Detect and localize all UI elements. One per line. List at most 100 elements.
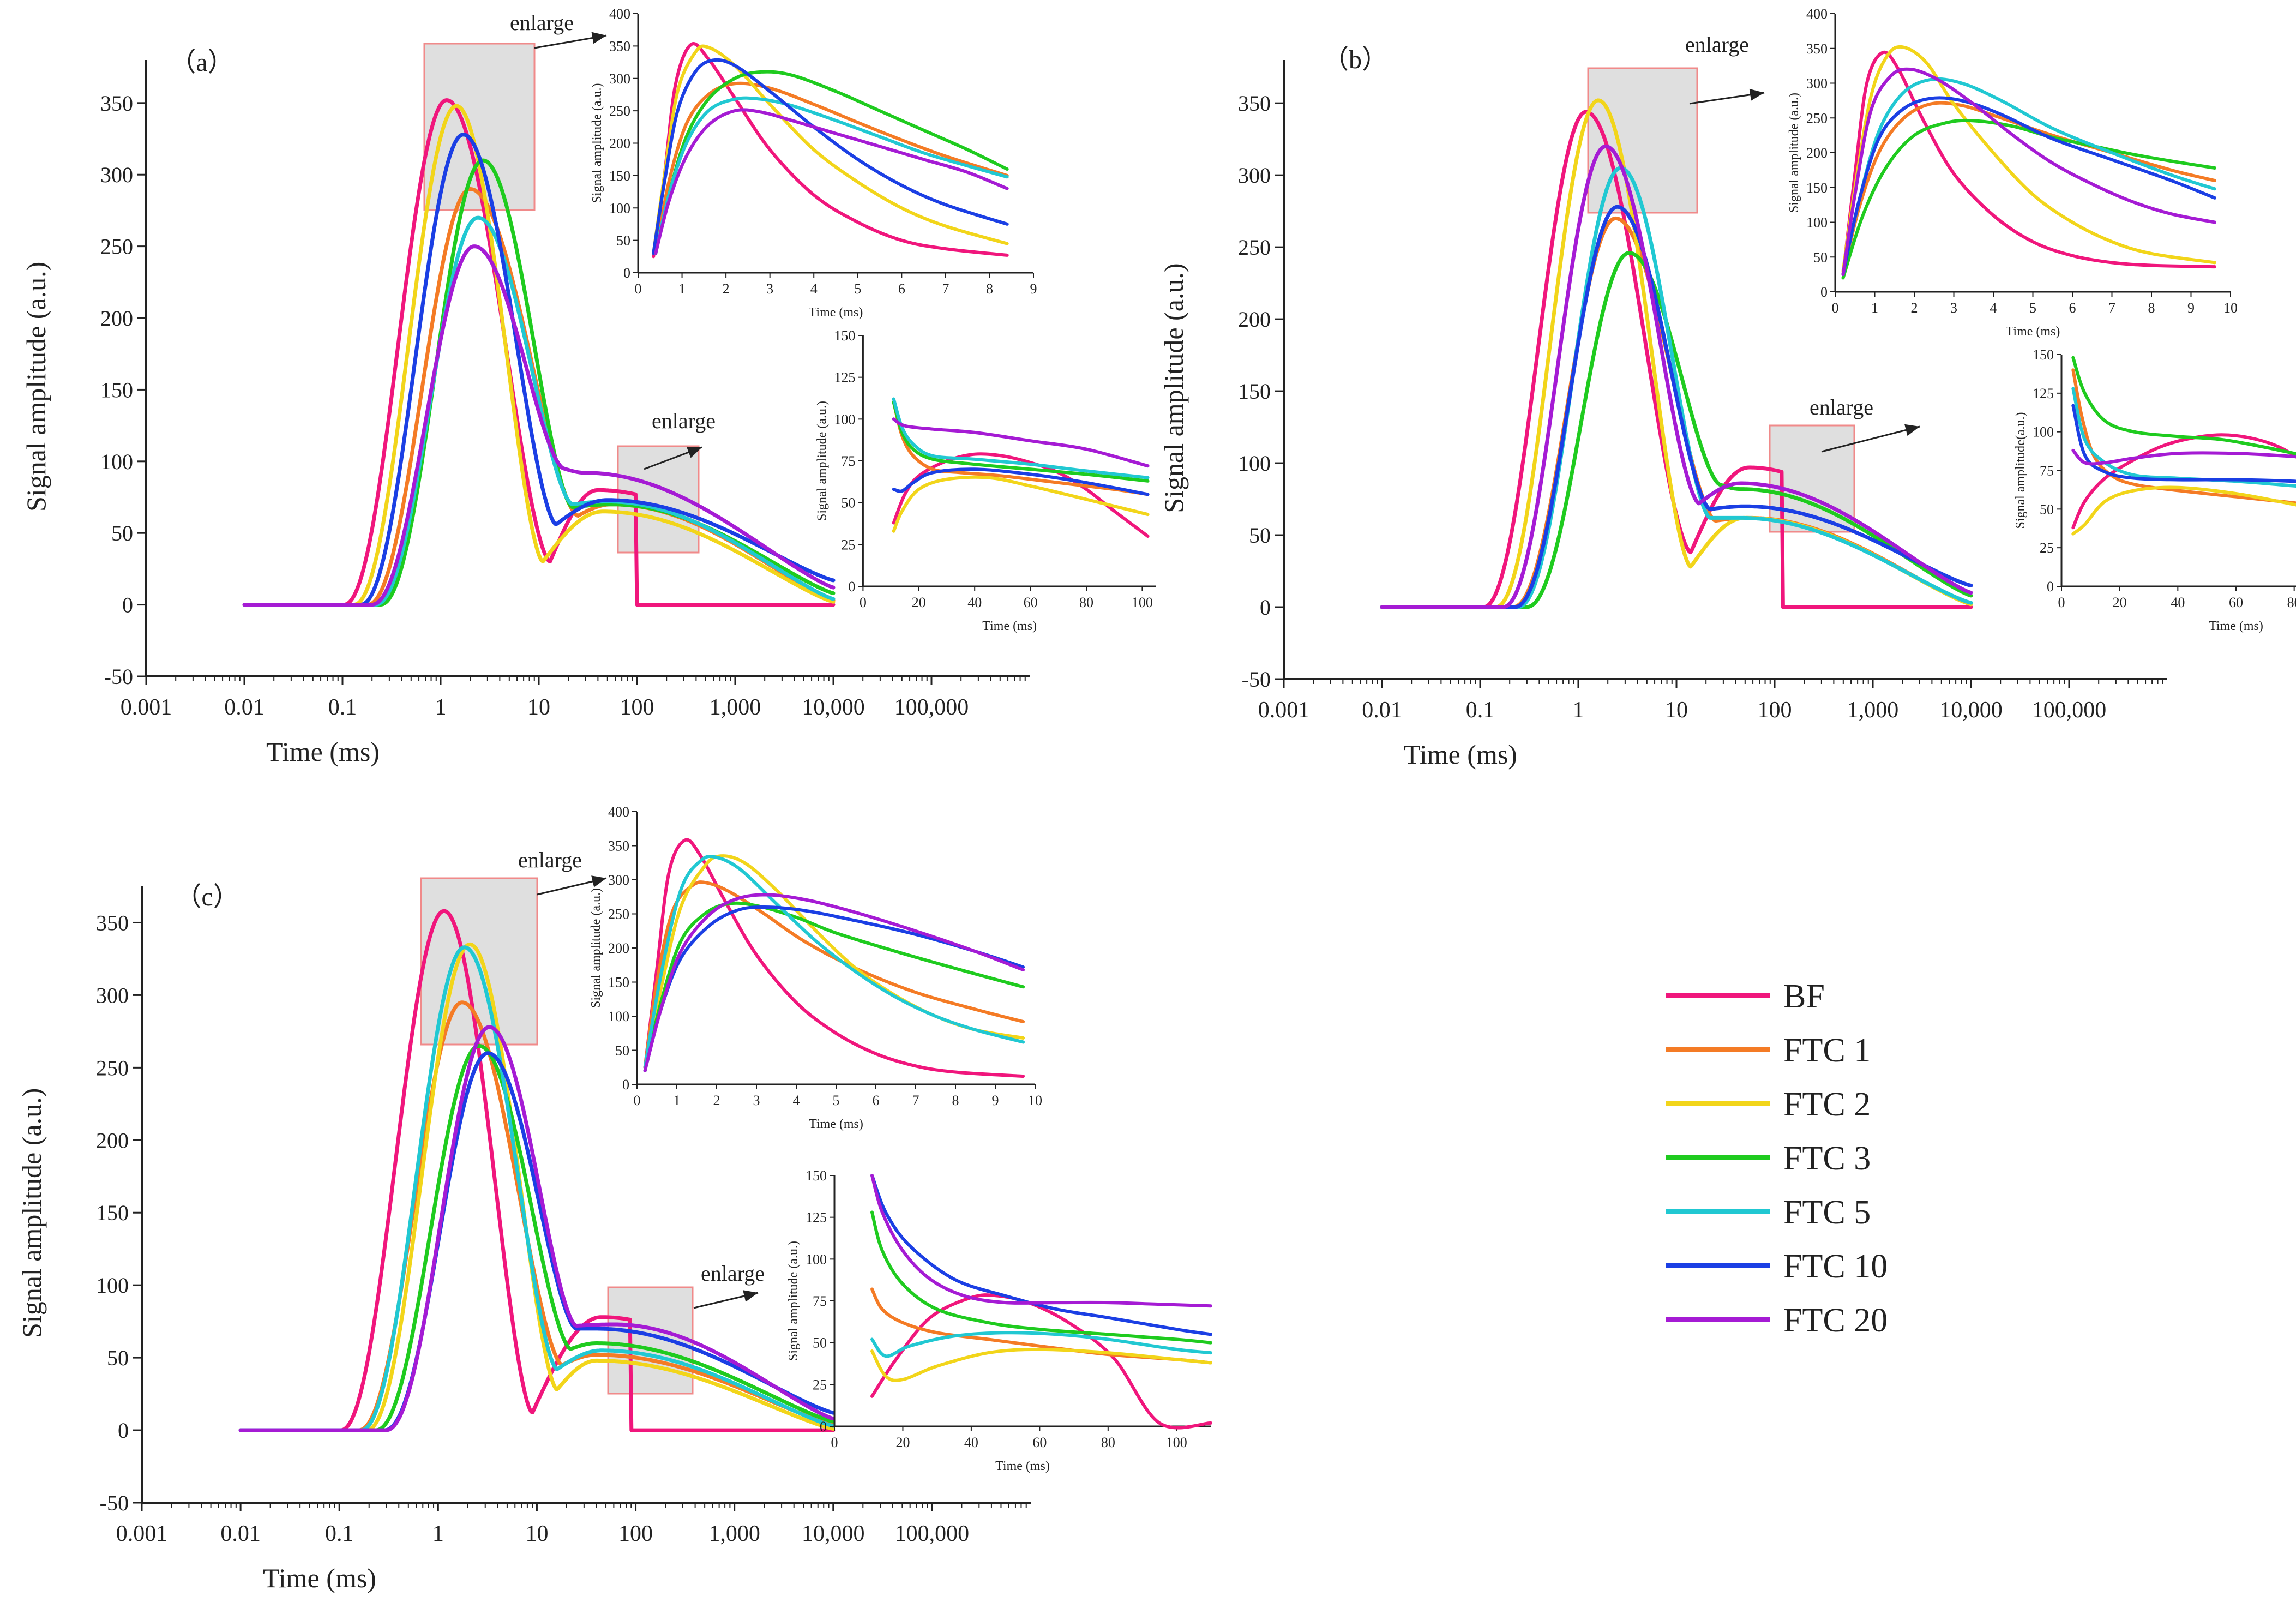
inset-y-tick-label: 300 (609, 71, 630, 87)
y-tick-label: 0 (122, 593, 133, 617)
y-tick-label: 250 (100, 235, 133, 259)
inset-y-tick-label: 0 (820, 1419, 827, 1435)
inset-x-tick-label: 9 (2187, 300, 2195, 316)
inset-y-tick-label: 400 (608, 804, 629, 820)
inset-bg (2061, 355, 2296, 586)
y-axis-label: Signal amplitude (a.u.) (16, 1088, 47, 1338)
inset-series-line-ftc-10 (892, 467, 1150, 496)
enlarge-label: enlarge (701, 1261, 765, 1286)
enlarge-arrowhead (686, 446, 702, 458)
inset-x-tick-label: 2 (723, 281, 730, 297)
legend-label: FTC 1 (1783, 1032, 1871, 1069)
inset-x-tick-label: 40 (2171, 595, 2185, 610)
x-tick-label: 0.001 (116, 1521, 168, 1546)
inset-x-tick-label: 0 (1832, 300, 1839, 316)
inset-y-tick-label: 300 (608, 872, 629, 888)
inset-y-tick-label: 350 (608, 838, 629, 854)
x-tick-label: 0.01 (220, 1521, 261, 1546)
inset-y-tick-label: 200 (609, 136, 630, 152)
zoom-box-tail (607, 1286, 694, 1395)
inset-x-tick-label: 80 (1101, 1435, 1115, 1450)
inset-x-tick-label: 10 (2223, 300, 2238, 316)
x-tick-label: 1 (432, 1521, 444, 1546)
x-tick-label: 1,000 (710, 695, 761, 720)
enlarge-label: enlarge (518, 848, 582, 872)
inset-y-tick-label: 250 (1806, 110, 1828, 126)
inset-x-tick-label: 5 (854, 281, 861, 297)
y-tick-label: 250 (96, 1055, 129, 1080)
x-tick-label: 0.1 (1466, 698, 1495, 723)
legend-item-ftc-2: FTC 2 (1666, 1086, 1871, 1123)
inset-x-tick-label: 60 (1024, 595, 1038, 610)
inset-series-line-ftc-10 (1841, 96, 2216, 277)
inset-y-tick-label: 50 (616, 233, 630, 249)
inset-y-tick-label: 125 (2033, 386, 2054, 401)
inset-x-tick-label: 2 (713, 1093, 720, 1108)
inset-y-tick-label: 150 (608, 975, 629, 991)
inset-y-tick-label: 150 (806, 1168, 827, 1184)
inset-x-tick-label: 20 (2113, 595, 2127, 610)
enlarge-arrowhead (1749, 88, 1764, 101)
x-tick-label: 0.001 (121, 695, 172, 720)
panel-label: （c） (175, 883, 239, 911)
inset-y-tick-label: 150 (1806, 180, 1828, 196)
y-tick-label: 150 (100, 377, 133, 402)
inset-x-tick-label: 8 (2148, 300, 2155, 316)
x-tick-label: 10 (1665, 698, 1688, 723)
inset-x-tick-label: 5 (2029, 300, 2036, 316)
inset-peak: 0 50 100 150 200 250 300 350 400 0 1 2 3 4 5 6 7 8 9 10 Time… (589, 804, 1042, 1131)
inset-x-axis-label: Time (ms) (982, 619, 1037, 633)
inset-peak: 0 50 100 150 200 250 300 350 400 0 1 2 3 4 5 6 7 8 9 10 Time… (1787, 6, 2238, 339)
x-axis-label: Time (ms) (266, 736, 380, 767)
inset-x-tick-label: 4 (810, 281, 818, 297)
legend-label: FTC 3 (1783, 1140, 1871, 1177)
x-tick-label: 0.01 (224, 695, 265, 720)
inset-x-tick-label: 6 (873, 1093, 880, 1108)
inset-y-tick-label: 75 (841, 453, 855, 469)
inset-x-tick-label: 1 (674, 1093, 681, 1108)
inset-x-tick-label: 80 (2287, 595, 2296, 610)
legend-label: FTC 5 (1783, 1194, 1871, 1231)
inset-peak: 0 50 100 150 200 250 300 350 400 0 1 2 3 4 5 6 7 8 9 Time (… (590, 6, 1037, 320)
enlarge-arrow (1821, 425, 1920, 453)
inset-y-tick-label: 350 (609, 38, 630, 54)
inset-x-tick-label: 5 (833, 1093, 840, 1108)
inset-y-tick-label: 0 (622, 1077, 629, 1093)
inset-y-tick-label: 0 (1820, 284, 1828, 300)
enlarge-arrowhead (1904, 424, 1920, 436)
legend-label: FTC 10 (1783, 1248, 1888, 1285)
y-tick-label: 200 (1238, 307, 1271, 332)
inset-y-tick-label: 100 (1806, 215, 1828, 231)
inset-series-line-ftc-2 (1841, 45, 2216, 273)
x-tick-label: 100 (1758, 698, 1792, 723)
inset-series-line-ftc-2 (2071, 485, 2296, 536)
inset-y-tick-label: 50 (1813, 249, 1828, 265)
inset-x-tick-label: 6 (898, 281, 905, 297)
y-tick-label: -50 (104, 664, 133, 689)
y-tick-label: 50 (111, 521, 133, 545)
enlarge-arrowhead (591, 875, 606, 887)
inset-x-tick-label: 0 (831, 1435, 838, 1450)
inset-y-tick-label: 50 (841, 495, 855, 511)
inset-series-line-ftc-2 (892, 475, 1150, 533)
inset-x-tick-label: 80 (1079, 595, 1093, 610)
x-axis-label: Time (ms) (263, 1563, 376, 1593)
y-tick-label: 0 (118, 1418, 129, 1443)
inset-y-tick-label: 0 (2047, 579, 2054, 595)
x-tick-label: 10,000 (1939, 698, 2003, 723)
inset-x-tick-label: 8 (952, 1093, 959, 1108)
inset-x-tick-label: 8 (986, 281, 993, 297)
inset-y-tick-label: 0 (848, 579, 855, 595)
legend: BF FTC 1 FTC 2 FTC 3 FTC 5 FTC 10 FTC 20 (1666, 978, 1888, 1339)
inset-x-tick-label: 40 (964, 1435, 978, 1450)
inset-y-tick-label: 400 (1806, 6, 1828, 22)
inset-x-axis-label: Time (ms) (809, 1117, 863, 1131)
y-axis-label: Signal amplitude (a.u.) (21, 262, 51, 512)
x-tick-label: 10 (527, 695, 550, 720)
inset-y-tick-label: 75 (2040, 463, 2054, 479)
enlarge-label: enlarge (1685, 32, 1749, 57)
inset-tail: 0 25 50 75 100 125 150 0 20 40 60 80 100 Time (ms) Sig… (786, 1168, 1212, 1473)
inset-y-axis-label: Signal amplitude (a.u.) (590, 83, 604, 203)
y-tick-label: 150 (96, 1201, 129, 1225)
